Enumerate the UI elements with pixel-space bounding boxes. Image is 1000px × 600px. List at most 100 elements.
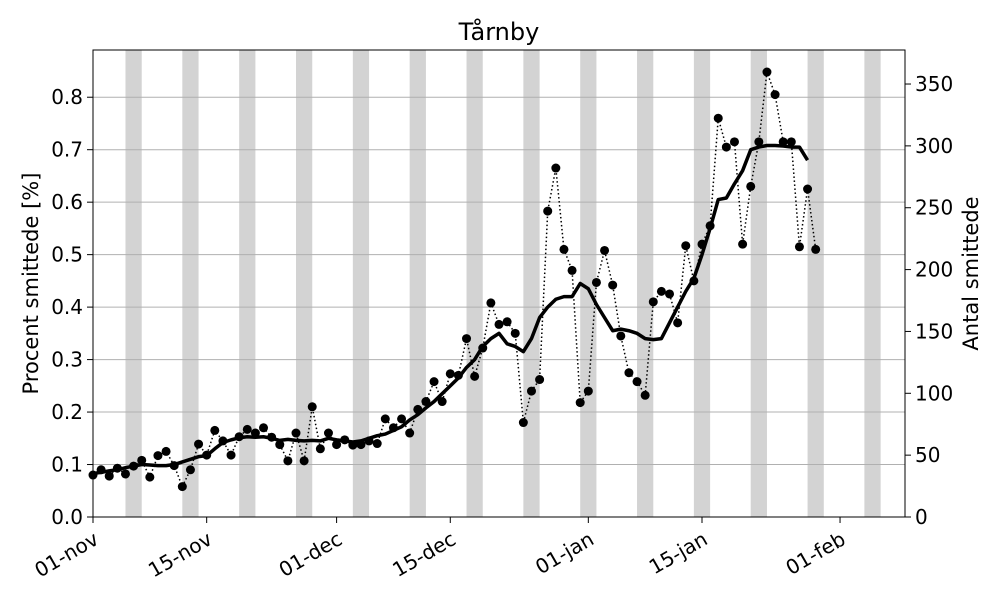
weekend-band-9: [637, 50, 654, 517]
daily-point-62: [591, 277, 601, 287]
y2-tick-label-3: 150: [915, 319, 953, 343]
weekend-band-2: [239, 50, 256, 517]
daily-point-53: [518, 418, 528, 428]
daily-point-51: [502, 317, 512, 327]
daily-point-69: [648, 297, 658, 307]
weekend-band-5: [409, 50, 426, 517]
gridlines-group: [93, 96, 905, 518]
y-tick-label-4: 0.4: [51, 295, 83, 319]
y-tick-label-6: 0.6: [51, 190, 83, 214]
daily-point-59: [567, 265, 577, 275]
daily-point-56: [543, 206, 553, 216]
daily-point-19: [242, 424, 252, 434]
daily-point-46: [462, 334, 472, 344]
weekend-band-10: [693, 50, 711, 517]
weekend-band-13: [864, 50, 881, 517]
daily-point-82: [754, 137, 764, 147]
daily-point-52: [510, 328, 520, 338]
daily-point-20: [250, 428, 260, 438]
y2-tick-label-6: 300: [915, 134, 953, 158]
daily-point-2: [104, 471, 114, 481]
daily-point-7: [145, 472, 155, 482]
daily-point-64: [608, 280, 618, 290]
daily-point-38: [397, 414, 407, 424]
daily-point-15: [210, 425, 220, 435]
x-tick-label-6: 01-feb: [781, 527, 849, 580]
daily-point-66: [624, 368, 634, 378]
daily-point-79: [729, 137, 739, 147]
daily-point-81: [746, 181, 756, 191]
daily-point-83: [762, 67, 772, 77]
x-tick-label-2: 01-dec: [275, 527, 346, 582]
daily-point-35: [372, 439, 382, 449]
daily-point-49: [486, 298, 496, 308]
x-tick-label-5: 15-jan: [645, 527, 712, 579]
daily-point-55: [535, 375, 545, 385]
x-tick-label-3: 15-dec: [388, 527, 459, 582]
weekend-shading-group: [125, 50, 881, 517]
daily-point-11: [177, 482, 187, 492]
series-group: [88, 67, 821, 492]
y-axis-label: Procent smittede [%]: [19, 173, 43, 395]
y2-tick-label-7: 350: [915, 72, 953, 96]
y-tick-label-3: 0.3: [51, 348, 83, 372]
y-tick-label-7: 0.7: [51, 138, 83, 162]
weekend-band-6: [466, 50, 483, 517]
daily-point-63: [600, 245, 610, 255]
weekend-band-0: [125, 50, 142, 517]
weekend-band-11: [750, 50, 767, 517]
daily-point-21: [259, 423, 269, 433]
daily-point-77: [713, 113, 723, 123]
daily-point-88: [803, 184, 813, 194]
daily-point-27: [307, 402, 317, 412]
daily-point-57: [551, 163, 561, 173]
daily-point-84: [770, 90, 780, 100]
daily-point-89: [811, 244, 821, 254]
daily-point-44: [445, 369, 455, 379]
daily-point-60: [575, 398, 585, 408]
y-tick-label-1: 0.1: [51, 453, 83, 477]
daily-point-65: [616, 331, 626, 341]
chart-title: Tårnby: [458, 17, 540, 46]
y2-tick-label-2: 100: [915, 381, 953, 405]
daily-point-43: [437, 397, 447, 407]
weekend-band-1: [182, 50, 199, 517]
y2-tick-label-1: 50: [915, 443, 940, 467]
weekend-band-7: [523, 50, 540, 517]
weekend-band-4: [352, 50, 370, 517]
y2-axis-label: Antal smittede: [959, 196, 983, 350]
daily-point-87: [794, 242, 804, 252]
y-tick-label-0: 0.0: [51, 505, 83, 529]
x-tick-label-0: 01-nov: [30, 527, 102, 583]
y-tick-label-5: 0.5: [51, 243, 83, 267]
daily-point-61: [583, 386, 593, 396]
daily-point-8: [153, 451, 163, 461]
daily-point-86: [786, 137, 796, 147]
daily-point-67: [632, 377, 642, 387]
daily-point-70: [656, 286, 666, 296]
daily-point-23: [275, 440, 285, 450]
daily-point-4: [120, 469, 130, 479]
series-average-line: [92, 143, 810, 476]
weekend-band-3: [296, 50, 313, 517]
weekend-band-12: [807, 50, 824, 517]
daily-point-85: [778, 137, 788, 147]
x-tick-label-1: 15-nov: [144, 527, 216, 583]
daily-point-29: [323, 428, 333, 438]
daily-point-24: [283, 456, 293, 466]
daily-point-39: [405, 428, 415, 438]
y2-tick-label-5: 250: [915, 196, 953, 220]
daily-point-26: [299, 456, 309, 466]
y2-tick-label-0: 0: [915, 505, 928, 529]
daily-point-50: [494, 319, 504, 329]
daily-point-58: [559, 244, 569, 254]
daily-point-41: [421, 397, 431, 407]
daily-point-68: [640, 390, 650, 400]
daily-point-28: [315, 444, 325, 454]
y-tick-label-2: 0.2: [51, 400, 83, 424]
daily-point-54: [526, 386, 536, 396]
daily-point-72: [673, 318, 683, 328]
daily-point-30: [332, 440, 342, 450]
daily-point-12: [185, 465, 195, 475]
